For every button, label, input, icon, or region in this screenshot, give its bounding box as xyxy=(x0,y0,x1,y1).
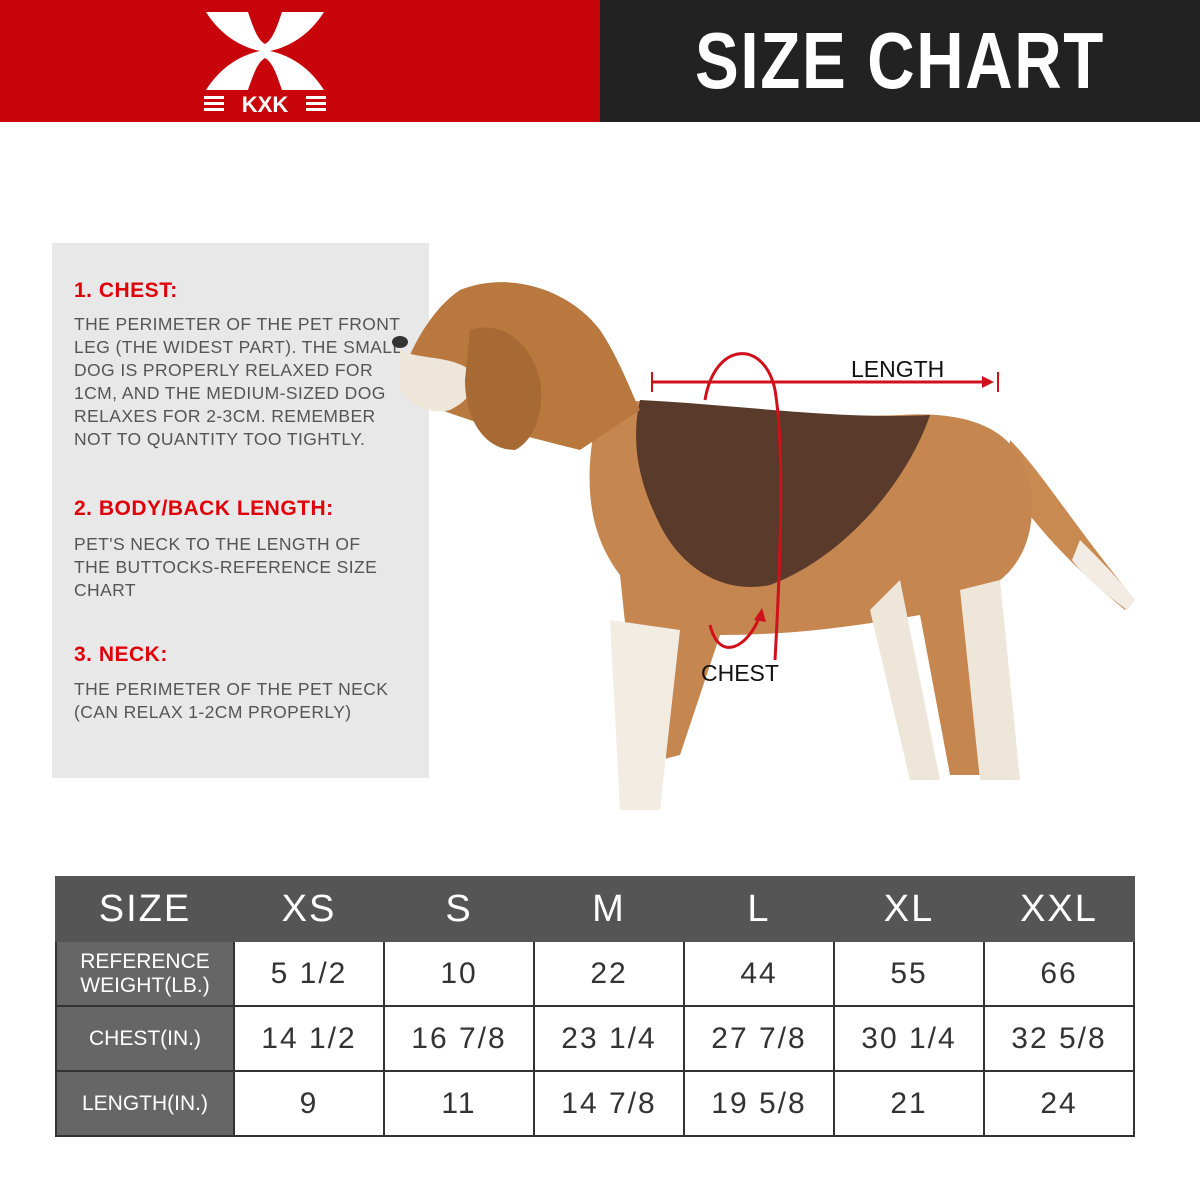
table-row-length: LENGTH(IN.) 9 11 14 7/8 19 5/8 21 24 xyxy=(55,1070,1135,1137)
kxk-logo: KXK xyxy=(204,12,326,116)
guide-text-neck: THE PERIMETER OF THE PET NECK (CAN RELAX… xyxy=(74,679,389,722)
table-cell: 21 xyxy=(833,1070,985,1137)
header-title-bar xyxy=(600,0,1200,122)
table-cell: 16 7/8 xyxy=(383,1005,535,1072)
guide-text-chest: THE PERIMETER OF THE PET FRONT LEG (THE … xyxy=(74,314,403,449)
page-title: SIZE CHART xyxy=(695,16,1105,105)
row-label: REFERENCE WEIGHT(LB.) xyxy=(55,940,235,1007)
table-cell: 14 7/8 xyxy=(533,1070,685,1137)
header-s: S xyxy=(383,876,535,942)
size-table: SIZE XS S M L XL XXL REFERENCE WEIGHT(LB… xyxy=(55,876,1135,1137)
beagle-illustration xyxy=(392,282,1135,810)
header-xxl: XXL xyxy=(983,876,1135,942)
row-label: CHEST(IN.) xyxy=(55,1005,235,1072)
table-cell: 27 7/8 xyxy=(683,1005,835,1072)
length-label: LENGTH xyxy=(851,356,945,382)
table-row-weight: REFERENCE WEIGHT(LB.) 5 1/2 10 22 44 55 … xyxy=(55,940,1135,1007)
table-row-chest: CHEST(IN.) 14 1/2 16 7/8 23 1/4 27 7/8 3… xyxy=(55,1005,1135,1072)
table-cell: 44 xyxy=(683,940,835,1007)
table-cell: 24 xyxy=(983,1070,1135,1137)
table-cell: 5 1/2 xyxy=(233,940,385,1007)
header-xs: XS xyxy=(233,876,385,942)
table-cell: 23 1/4 xyxy=(533,1005,685,1072)
guide-heading-neck: 3. NECK: xyxy=(74,643,168,666)
table-cell: 32 5/8 xyxy=(983,1005,1135,1072)
chest-loop-arrow xyxy=(703,352,783,660)
chest-label: CHEST xyxy=(701,660,779,686)
row-label: LENGTH(IN.) xyxy=(55,1070,235,1137)
table-cell: 55 xyxy=(833,940,985,1007)
header-size: SIZE xyxy=(55,876,235,942)
measurement-guide-panel xyxy=(52,243,429,778)
table-cell: 19 5/8 xyxy=(683,1070,835,1137)
header-xl: XL xyxy=(833,876,985,942)
table-cell: 30 1/4 xyxy=(833,1005,985,1072)
table-cell: 14 1/2 xyxy=(233,1005,385,1072)
header-l: L xyxy=(683,876,835,942)
table-cell: 66 xyxy=(983,940,1135,1007)
measurement-arrows xyxy=(651,352,999,660)
table-cell: 9 xyxy=(233,1070,385,1137)
header-m: M xyxy=(533,876,685,942)
brand-text: KXK xyxy=(242,92,289,116)
table-cell: 11 xyxy=(383,1070,535,1137)
guide-text-length: PET'S NECK TO THE LENGTH OF THE BUTTOCKS… xyxy=(74,534,378,600)
table-cell: 10 xyxy=(383,940,535,1007)
table-cell: 22 xyxy=(533,940,685,1007)
guide-heading-chest: 1. CHEST: xyxy=(74,279,178,302)
guide-heading-length: 2. BODY/BACK LENGTH: xyxy=(74,497,334,520)
table-header-row: SIZE XS S M L XL XXL xyxy=(55,876,1135,942)
